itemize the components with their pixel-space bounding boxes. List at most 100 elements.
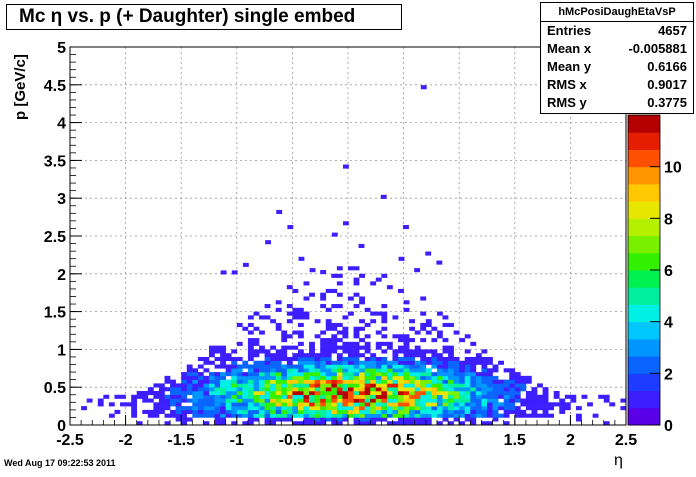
- histogram-bin: [309, 268, 316, 273]
- histogram-bin: [281, 330, 288, 335]
- histogram-bin: [186, 390, 193, 396]
- histogram-bin: [297, 356, 304, 362]
- histogram-bin: [359, 273, 365, 278]
- histogram-bin: [275, 356, 282, 362]
- histogram-bin: [475, 390, 482, 396]
- x-tick-label: 2: [566, 432, 575, 449]
- histogram-bin: [325, 356, 332, 362]
- histogram-bin: [292, 402, 299, 407]
- histogram-bin: [225, 368, 232, 373]
- histogram-bin: [320, 375, 327, 380]
- histogram-bin: [475, 375, 482, 380]
- histogram-bin: [503, 394, 510, 399]
- histogram-bin: [431, 356, 438, 362]
- histogram-bin: [342, 221, 349, 226]
- histogram-bin: [186, 375, 193, 380]
- histogram-bin: [242, 390, 249, 396]
- histogram-bin: [364, 368, 371, 373]
- histogram-bin: [231, 398, 238, 403]
- histogram-bin: [398, 338, 404, 343]
- histogram-bin: [247, 322, 254, 328]
- histogram-bin: [158, 390, 165, 396]
- histogram-bin: [320, 330, 327, 335]
- histogram-bin: [409, 417, 416, 422]
- histogram-bin: [214, 364, 221, 369]
- histogram-bin: [448, 421, 454, 426]
- histogram-bin: [247, 375, 254, 380]
- histogram-bin: [314, 417, 321, 422]
- histogram-bin: [275, 375, 282, 380]
- histogram-bin: [375, 394, 382, 399]
- histogram-bin: [303, 383, 310, 388]
- histogram-bin: [448, 390, 454, 396]
- histogram-bin: [470, 387, 477, 392]
- histogram-bin: [459, 413, 466, 418]
- stats-value: 0.6166: [647, 59, 687, 74]
- histogram-bin: [442, 379, 449, 384]
- histogram-bin: [453, 330, 460, 335]
- histogram-bin: [359, 364, 365, 369]
- histogram-bin: [325, 383, 332, 388]
- histogram-bin: [325, 319, 332, 324]
- histogram-bin: [292, 372, 299, 377]
- histogram-bin: [214, 345, 221, 350]
- histogram-bin: [281, 409, 288, 414]
- histogram-bin: [364, 387, 371, 392]
- histogram-bin: [537, 398, 543, 403]
- histogram-bin: [403, 349, 410, 354]
- histogram-bin: [370, 413, 377, 418]
- histogram-bin: [225, 402, 232, 407]
- histogram-bin: [425, 409, 432, 414]
- histogram-bin: [431, 387, 438, 392]
- histogram-bin: [264, 383, 271, 388]
- histogram-bin: [320, 409, 327, 414]
- histogram-bin: [259, 402, 265, 407]
- color-bar-segment: [628, 166, 660, 185]
- histogram-bin: [225, 394, 232, 399]
- histogram-bin: [231, 360, 238, 365]
- histogram-bin: [575, 417, 582, 422]
- histogram-bin: [242, 387, 249, 392]
- histogram-bin: [192, 368, 199, 373]
- histogram-bin: [309, 417, 315, 422]
- histogram-bin: [336, 375, 343, 380]
- histogram-bin: [359, 413, 365, 418]
- histogram-bin: [297, 383, 304, 388]
- histogram-bin: [553, 390, 560, 396]
- histogram-bin: [475, 394, 482, 399]
- histogram-bin: [131, 409, 138, 414]
- histogram-bin: [197, 406, 204, 411]
- histogram-bin: [364, 383, 371, 388]
- histogram-bin: [342, 326, 349, 331]
- histogram-bin: [425, 356, 432, 362]
- histogram-bin: [331, 322, 338, 328]
- histogram-bin: [414, 353, 421, 358]
- histogram-bin: [403, 409, 410, 414]
- histogram-bin: [253, 364, 260, 369]
- histogram-bin: [153, 409, 160, 414]
- histogram-bin: [475, 402, 482, 407]
- histogram-bin: [492, 402, 499, 407]
- histogram-bin: [353, 360, 360, 365]
- histogram-bin: [142, 394, 149, 399]
- histogram-bin: [331, 232, 338, 237]
- histogram-bin: [353, 353, 360, 358]
- histogram-bin: [453, 364, 460, 369]
- histogram-bin: [225, 379, 232, 384]
- histogram-bin: [220, 387, 226, 392]
- histogram-bin: [286, 360, 293, 365]
- histogram-bin: [320, 398, 327, 403]
- histogram-bin: [270, 372, 277, 377]
- histogram-bin: [281, 349, 288, 354]
- histogram-bin: [236, 402, 243, 407]
- histogram-bin: [392, 364, 399, 369]
- color-bar-segment: [628, 218, 660, 237]
- histogram-bin: [247, 402, 254, 407]
- histogram-bin: [375, 402, 382, 407]
- histogram-bin: [464, 334, 471, 339]
- histogram-bin: [514, 383, 521, 388]
- y-tick-label: 4: [57, 116, 66, 133]
- histogram-bin: [381, 402, 388, 407]
- histogram-bin: [336, 387, 343, 392]
- histogram-bin: [420, 372, 427, 377]
